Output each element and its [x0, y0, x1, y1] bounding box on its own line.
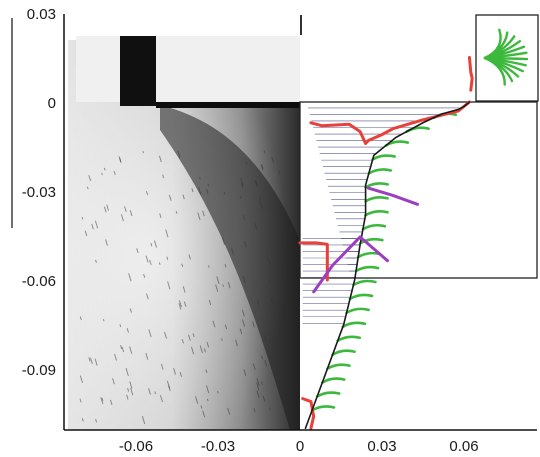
series-line-4: [304, 101, 471, 430]
series-line-1: [298, 241, 329, 282]
green-profile: [356, 251, 382, 259]
y-axis-ticks: 0.03 0 -0.03 -0.06 -0.09: [22, 6, 56, 379]
green-profile: [348, 293, 374, 301]
y-tick-label: 0: [48, 95, 56, 112]
y-tick-label: -0.03: [22, 184, 56, 201]
green-profile: [364, 196, 389, 203]
green-profile: [345, 307, 370, 315]
x-tick-label: 0.06: [449, 438, 478, 455]
green-profile: [315, 391, 341, 398]
y-tick-label: -0.06: [22, 273, 56, 290]
x-tick-label: 0: [296, 438, 304, 455]
green-profile: [483, 56, 506, 86]
inset-box-top: [475, 14, 539, 102]
green-profile: [364, 210, 389, 217]
green-profile: [354, 265, 380, 273]
green-profile: [310, 405, 336, 412]
x-tick-label: 0.03: [367, 438, 396, 455]
green-profile: [326, 363, 351, 370]
green-profile: [341, 321, 367, 329]
series-line-5: [366, 186, 420, 206]
green-profile: [361, 223, 387, 231]
x-tick-label: -0.03: [201, 438, 235, 455]
y-tick-label: 0.03: [27, 6, 56, 23]
x-tick-label: -0.06: [119, 438, 153, 455]
cylinder-body: [120, 36, 156, 106]
flow-photograph: [68, 15, 302, 430]
green-profile: [359, 237, 384, 245]
x-axis-ticks: -0.06 -0.03 0 0.03 0.06: [119, 438, 479, 455]
data-series: [298, 56, 474, 430]
green-profile: [371, 154, 396, 161]
series-line-3: [467, 56, 474, 92]
green-profile: [336, 335, 362, 343]
green-profile: [367, 168, 393, 175]
green-profile: [352, 279, 377, 287]
velocity-profiles: [302, 28, 529, 412]
series-line-2: [301, 397, 316, 430]
y-tick-label: -0.09: [22, 362, 56, 379]
green-profile: [331, 349, 356, 357]
green-profile: [364, 182, 389, 189]
green-profile: [321, 377, 346, 384]
series-line-6: [312, 235, 389, 294]
inset-box-main: [299, 101, 538, 279]
